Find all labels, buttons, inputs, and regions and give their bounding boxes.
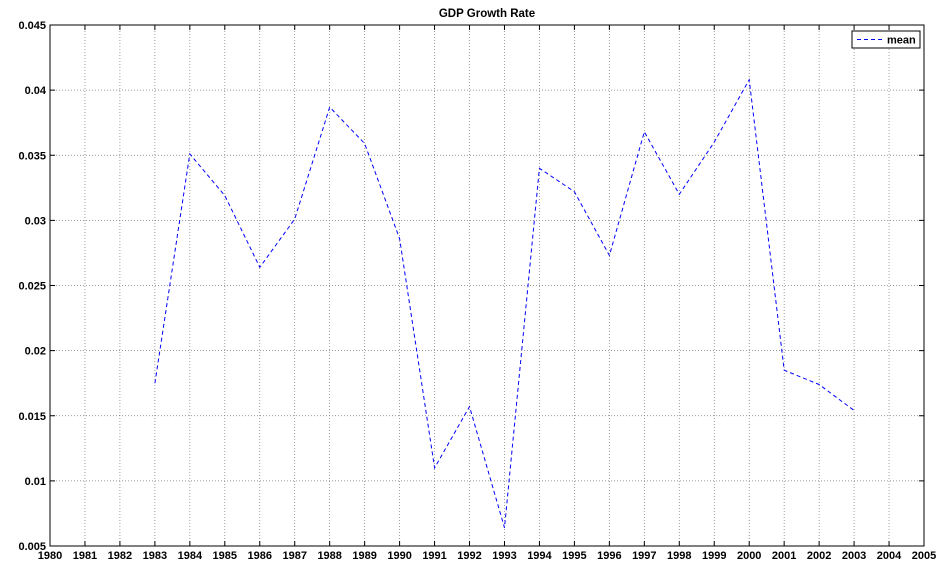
legend: mean [851, 30, 921, 49]
y-tick-label: 0.01 [25, 476, 46, 488]
y-tick-label: 0.005 [18, 541, 46, 553]
x-tick-label: 1994 [527, 550, 552, 562]
x-tick-label: 1981 [73, 550, 97, 562]
x-tick-label: 1987 [282, 550, 306, 562]
legend-label-mean: mean [887, 35, 916, 47]
series-lines [154, 78, 855, 528]
x-tick-label: 2001 [772, 550, 796, 562]
x-tick-label: 1983 [143, 550, 167, 562]
x-tick-label: 1997 [632, 550, 656, 562]
x-tick-label: 1998 [667, 550, 691, 562]
y-tick-label: 0.035 [18, 150, 46, 162]
chart-title: GDP Growth Rate [439, 8, 535, 20]
x-tick-label: 1992 [457, 550, 481, 562]
x-tick-label: 2005 [912, 550, 936, 562]
x-tick-label: 2000 [737, 550, 761, 562]
axis-ticks [49, 24, 925, 547]
x-axis-tick-labels: 1980 1981 1982 1983 1984 1985 1986 1987 1988 1989… [38, 550, 936, 562]
x-tick-label: 1982 [108, 550, 132, 562]
series-line-mean [154, 78, 855, 528]
x-tick-label: 1984 [178, 550, 203, 562]
y-tick-label: 0.015 [18, 411, 46, 423]
x-tick-label: 1989 [352, 550, 376, 562]
x-tick-label: 2002 [807, 550, 831, 562]
x-tick-label: 1980 [38, 550, 62, 562]
y-axis-tick-labels: 0.005 0.01 0.015 0.02 0.025 0.03 0.035 0.04 0.04… [18, 20, 46, 553]
y-tick-label: 0.04 [25, 85, 47, 97]
x-tick-label: 1988 [317, 550, 341, 562]
legend-box [851, 30, 921, 49]
x-tick-label: 2003 [842, 550, 866, 562]
y-tick-label: 0.03 [25, 215, 46, 227]
y-tick-label: 0.045 [18, 20, 46, 32]
x-tick-label: 2004 [877, 550, 902, 562]
x-tick-label: 1991 [422, 550, 446, 562]
y-tick-label: 0.025 [18, 281, 46, 293]
x-tick-label: 1993 [492, 550, 516, 562]
x-tick-label: 1999 [702, 550, 726, 562]
x-tick-label: 1996 [597, 550, 621, 562]
x-tick-label: 1995 [562, 550, 586, 562]
y-tick-label: 0.02 [25, 346, 46, 358]
x-tick-label: 1986 [248, 550, 272, 562]
x-tick-label: 1985 [213, 550, 237, 562]
x-tick-label: 1990 [387, 550, 411, 562]
